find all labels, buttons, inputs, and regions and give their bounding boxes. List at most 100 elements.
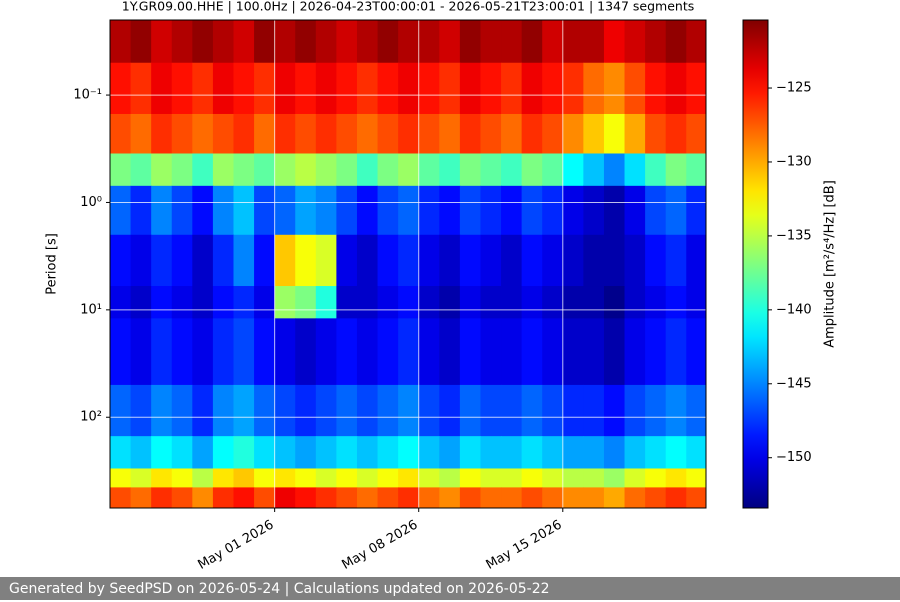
heatmap-cell [665,234,687,287]
heatmap-cell [603,153,626,187]
y-tick-label: 10⁰ [80,195,102,210]
heatmap-cell [336,487,358,509]
heatmap-cell [336,20,358,64]
heatmap-cell [480,384,502,437]
heatmap-cell [501,113,523,154]
heatmap-cell [356,113,379,154]
heatmap-cell [336,62,358,115]
heatmap-cell [418,468,440,488]
heatmap-cell [542,153,564,187]
heatmap-cell [439,113,461,154]
heatmap-cell [377,318,399,386]
heatmap-cell [624,234,646,287]
heatmap-cell [295,384,317,437]
heatmap-cell [377,234,399,287]
heatmap-cell [336,113,358,154]
heatmap-cell [233,62,255,115]
heatmap-cell [233,153,255,187]
heatmap-cell [665,20,687,64]
heatmap-cell [315,286,337,319]
heatmap-cell [398,436,420,469]
heatmap-cell [439,384,461,437]
heatmap-cell [151,384,173,437]
heatmap-cell [171,234,193,287]
heatmap-cell [398,153,420,187]
heatmap-cell [274,113,296,154]
heatmap-cell [562,487,584,509]
heatmap-cell [192,153,214,187]
heatmap-cell [542,384,564,437]
heatmap-cell [109,384,132,437]
heatmap-cell [233,468,255,488]
heatmap-cell [356,286,379,319]
heatmap-cell [315,185,337,236]
heatmap-cell [459,318,481,386]
heatmap-cell [212,384,234,437]
heatmap-cell [130,185,152,236]
heatmap-cell [171,20,193,64]
heatmap-cell [398,20,420,64]
heatmap-cell [542,20,564,64]
heatmap-cell [315,234,337,287]
heatmap-cell [439,153,461,187]
heatmap-cell [315,153,337,187]
heatmap-cell [233,113,255,154]
heatmap-cell [439,20,461,64]
heatmap-cell [398,62,420,115]
heatmap-cell [171,153,193,187]
heatmap-cell [109,20,132,64]
heatmap-cell [315,468,337,488]
colorbar-tick-label: −140 [776,302,812,317]
plot-frame [109,19,707,509]
chart-title: 1Y.GR09.00.HHE | 100.0Hz | 2026-04-23T00… [122,0,695,14]
heatmap-cell [192,436,214,469]
heatmap-cell [603,286,626,319]
heatmap-cell [356,384,379,437]
heatmap-cell [377,153,399,187]
heatmap-cell [212,113,234,154]
heatmap-cell [171,113,193,154]
heatmap-cell [542,318,564,386]
heatmap-cell [171,62,193,115]
heatmap-cell [109,286,132,319]
heatmap-cell [151,468,173,488]
heatmap-cell [459,436,481,469]
heatmap-cell [398,468,420,488]
heatmap-cell [459,487,481,509]
heatmap-cell [274,468,296,488]
heatmap-cell [686,487,707,509]
heatmap-cell [603,234,626,287]
heatmap-cell [418,153,440,187]
heatmap-cell [398,113,420,154]
heatmap-cell [542,62,564,115]
heatmap-cell [274,234,296,287]
heatmap-cell [151,318,173,386]
heatmap-cell [315,62,337,115]
heatmap-cell [233,20,255,64]
heatmap-cell [480,113,502,154]
heatmap-cell [398,185,420,236]
heatmap-cell [686,153,707,187]
heatmap-cell [233,318,255,386]
colorbar-label: Amplitude [m²/s⁴/Hz] [dB] [823,180,838,348]
heatmap-cell [603,113,626,154]
heatmap-cell [624,487,646,509]
heatmap-cell [171,286,193,319]
heatmap-cell [686,234,707,287]
heatmap-cell [130,318,152,386]
heatmap-cell [295,318,317,386]
heatmap-cell [377,436,399,469]
heatmap-cell [645,185,667,236]
heatmap-cell [295,487,317,509]
colorbar [742,19,769,509]
colorbar-tick-label: −145 [776,376,812,391]
heatmap-cell [295,62,317,115]
heatmap-cell [254,487,276,509]
heatmap-cell [130,384,152,437]
heatmap-cell [254,318,276,386]
heatmap-cell [439,185,461,236]
heatmap-cell [377,113,399,154]
heatmap-cell [315,436,337,469]
heatmap-cell [501,185,523,236]
heatmap-cell [356,468,379,488]
